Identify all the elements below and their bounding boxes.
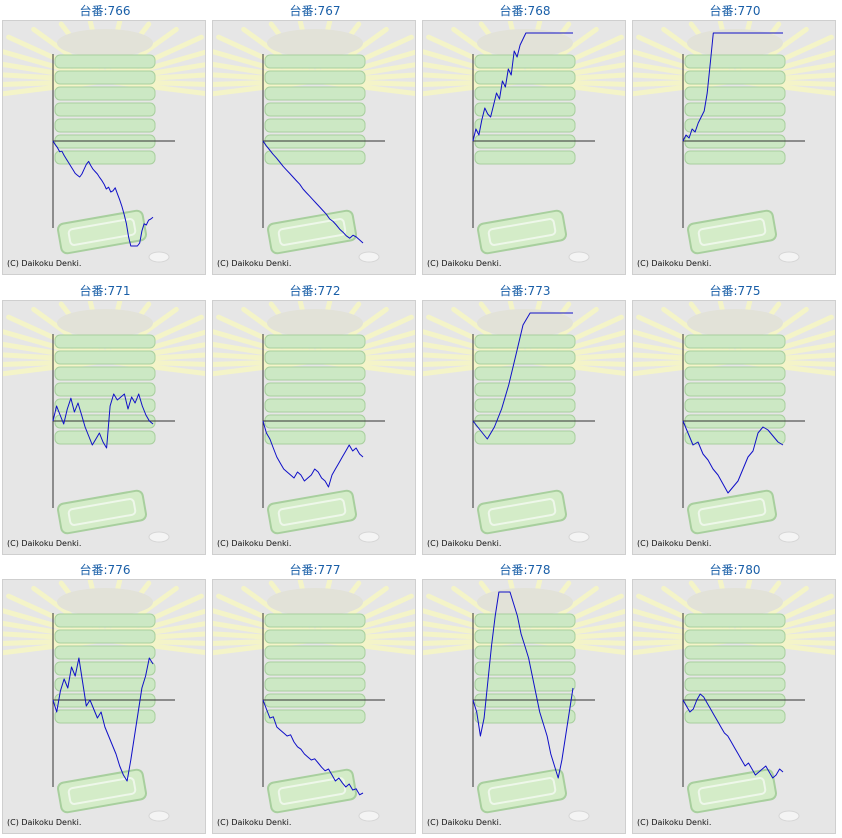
chart-title[interactable]: 台番:773 <box>499 284 551 298</box>
copyright-text: (C) Daikoku Denki. <box>7 539 82 548</box>
copyright-text: (C) Daikoku Denki. <box>637 539 712 548</box>
series-line <box>682 420 784 494</box>
chart-title[interactable]: 台番:780 <box>709 563 761 577</box>
copyright-text: (C) Daikoku Denki. <box>427 818 502 827</box>
chart-title[interactable]: 台番:776 <box>79 563 131 577</box>
slump-graph <box>213 301 415 554</box>
copyright-text: (C) Daikoku Denki. <box>637 259 712 268</box>
chart-panel: 台番:775 (C) Daikoku Denki. <box>630 280 840 559</box>
chart-frame: (C) Daikoku Denki. <box>212 20 416 275</box>
slump-graph <box>423 580 625 833</box>
machine-background-art <box>633 580 835 822</box>
chart-panel: 台番:768 (C) Daikoku Denki. <box>420 0 630 279</box>
chart-panel: 台番:776 (C) Daikoku Denki. <box>0 559 210 838</box>
chart-title[interactable]: 台番:767 <box>289 4 341 18</box>
slump-graph <box>213 21 415 274</box>
chart-frame: (C) Daikoku Denki. <box>2 300 206 555</box>
slump-graph <box>633 301 835 554</box>
chart-title[interactable]: 台番:777 <box>289 563 341 577</box>
slump-graph <box>423 21 625 274</box>
series-line <box>52 393 154 449</box>
series-line <box>682 32 783 142</box>
chart-frame: (C) Daikoku Denki. <box>2 579 206 834</box>
copyright-text: (C) Daikoku Denki. <box>7 259 82 268</box>
chart-frame: (C) Daikoku Denki. <box>212 300 416 555</box>
chart-panel: 台番:778 (C) Daikoku Denki. <box>420 559 630 838</box>
chart-frame: (C) Daikoku Denki. <box>632 579 836 834</box>
slump-graph <box>633 21 835 274</box>
chart-title[interactable]: 台番:766 <box>79 4 131 18</box>
copyright-text: (C) Daikoku Denki. <box>217 818 292 827</box>
series-line <box>472 312 573 440</box>
chart-panel: 台番:777 (C) Daikoku Denki. <box>210 559 420 838</box>
chart-title[interactable]: 台番:775 <box>709 284 761 298</box>
machine-background-art <box>213 21 415 263</box>
series-line <box>52 657 154 782</box>
chart-panel: 台番:766 (C) Daikoku Denki. <box>0 0 210 279</box>
slump-graph <box>423 301 625 554</box>
copyright-text: (C) Daikoku Denki. <box>427 539 502 548</box>
slump-graph <box>213 580 415 833</box>
chart-title[interactable]: 台番:770 <box>709 4 761 18</box>
chart-frame: (C) Daikoku Denki. <box>422 579 626 834</box>
series-line <box>262 699 364 796</box>
copyright-text: (C) Daikoku Denki. <box>427 259 502 268</box>
chart-title[interactable]: 台番:778 <box>499 563 551 577</box>
chart-frame: (C) Daikoku Denki. <box>422 300 626 555</box>
series-line <box>472 32 573 142</box>
series-line <box>682 693 784 779</box>
slump-graph <box>633 580 835 833</box>
chart-panel: 台番:770 (C) Daikoku Denki. <box>630 0 840 279</box>
chart-title[interactable]: 台番:771 <box>79 284 131 298</box>
chart-title[interactable]: 台番:772 <box>289 284 341 298</box>
chart-panel: 台番:767 (C) Daikoku Denki. <box>210 0 420 279</box>
slump-graph <box>3 301 205 554</box>
chart-panel: 台番:772 (C) Daikoku Denki. <box>210 280 420 559</box>
chart-frame: (C) Daikoku Denki. <box>632 300 836 555</box>
copyright-text: (C) Daikoku Denki. <box>637 818 712 827</box>
chart-frame: (C) Daikoku Denki. <box>2 20 206 275</box>
series-line <box>52 140 154 247</box>
chart-panel: 台番:771 (C) Daikoku Denki. <box>0 280 210 559</box>
machine-background-art <box>633 301 835 543</box>
copyright-text: (C) Daikoku Denki. <box>217 259 292 268</box>
series-line <box>262 420 364 488</box>
chart-frame: (C) Daikoku Denki. <box>422 20 626 275</box>
chart-panel: 台番:773 (C) Daikoku Denki. <box>420 280 630 559</box>
copyright-text: (C) Daikoku Denki. <box>7 818 82 827</box>
series-line <box>262 140 364 244</box>
chart-title[interactable]: 台番:768 <box>499 4 551 18</box>
machine-background-art <box>3 21 205 263</box>
machine-background-art <box>3 301 205 543</box>
machine-background-art <box>3 580 205 822</box>
slump-graph <box>3 21 205 274</box>
machine-background-art <box>633 21 835 263</box>
machine-background-art <box>213 301 415 543</box>
machine-background-art <box>213 580 415 822</box>
machine-background-art <box>423 301 625 543</box>
chart-frame: (C) Daikoku Denki. <box>632 20 836 275</box>
copyright-text: (C) Daikoku Denki. <box>217 539 292 548</box>
series-line <box>472 591 574 779</box>
chart-panel: 台番:780 (C) Daikoku Denki. <box>630 559 840 838</box>
chart-frame: (C) Daikoku Denki. <box>212 579 416 834</box>
slump-graph <box>3 580 205 833</box>
